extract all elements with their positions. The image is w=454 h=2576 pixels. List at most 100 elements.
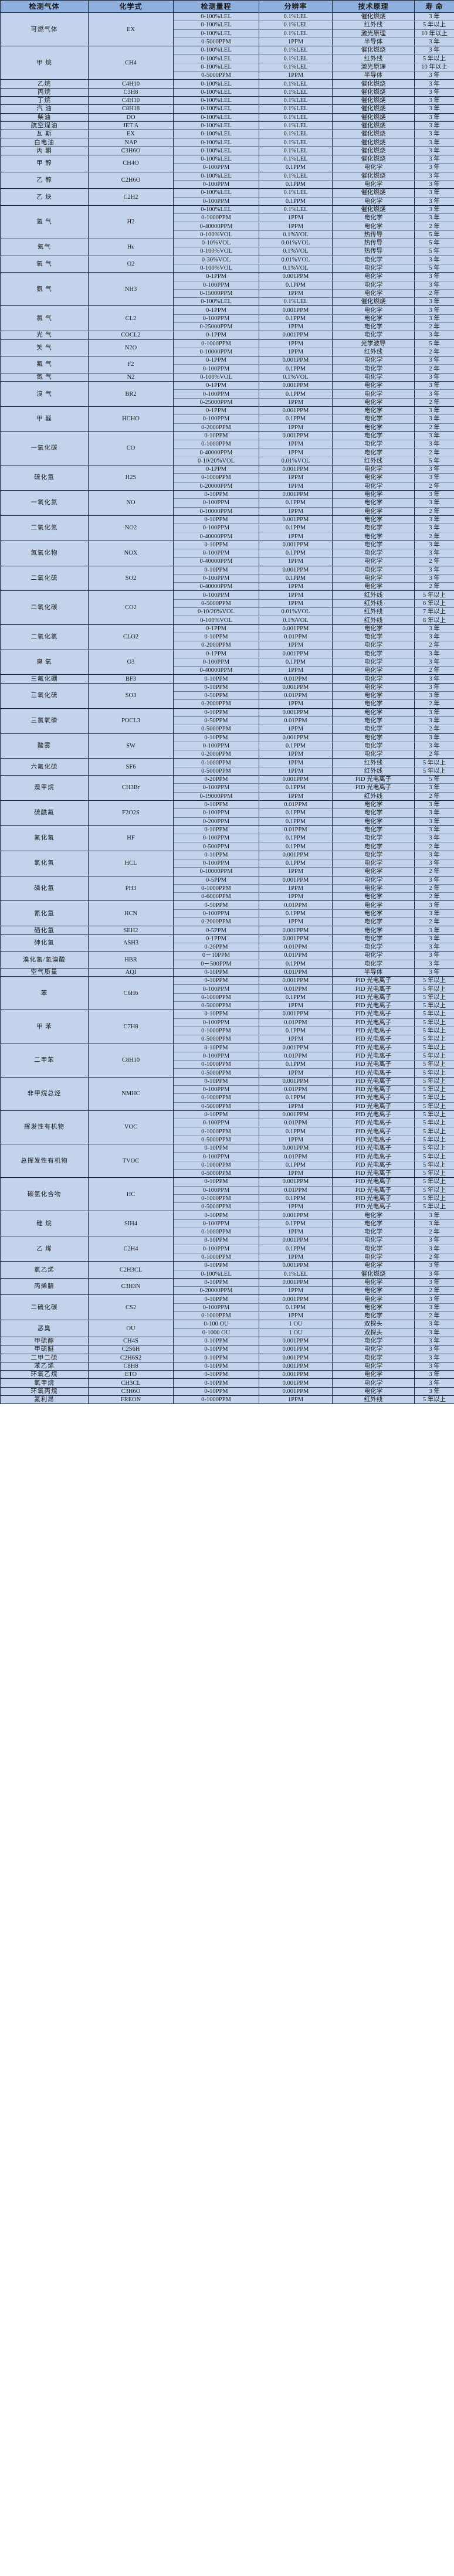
cell-life: 2 年 (414, 222, 454, 231)
cell-life: 3 年 (414, 548, 454, 558)
table-row: 0-40000PPM 1PPM 电化学 2 年 (1, 666, 454, 675)
cell-life: 2 年 (414, 725, 454, 734)
cell-detection-range: 0-1000 OU (173, 1328, 259, 1337)
cell-technology: 电化学 (332, 649, 415, 658)
cell-technology: 电化学 (332, 624, 415, 633)
cell-detection-range: 0-10PPM (173, 708, 259, 717)
cell-gas-name: 砷化氢 (0, 934, 89, 952)
cell-detection-range: 0-500PPM (173, 842, 259, 851)
cell-technology: 电化学 (332, 708, 415, 717)
cell-resolution: 0.001PPM (259, 708, 333, 717)
cell-technology: 电化学 (332, 565, 415, 575)
cell-resolution: 0.1PPM (259, 842, 333, 851)
cell-life: 3 年 (414, 1353, 454, 1362)
cell-resolution: 0.1%LEL (259, 297, 333, 307)
cell-resolution: 1PPM (259, 347, 333, 357)
cell-detection-range: 0-10PPM (173, 1345, 259, 1354)
cell-detection-range: 0-1PPM (173, 465, 259, 474)
cell-chemical-formula: C2H6S2 (88, 1353, 174, 1362)
cell-life: 2 年 (414, 842, 454, 851)
cell-resolution: 1PPM (259, 867, 333, 876)
cell-technology: 电化学 (332, 473, 415, 482)
cell-gas-name: 氯化氢 (0, 850, 89, 876)
cell-detection-range: 0-2000PPM (173, 699, 259, 709)
cell-technology: 电化学 (332, 356, 415, 365)
cell-resolution: 0.01PPM (259, 1152, 333, 1161)
cell-detection-range: 0-40000PPM (173, 532, 259, 541)
cell-life: 2 年 (414, 481, 454, 491)
cell-detection-range: 0-10000PPM (173, 867, 259, 876)
cell-detection-range: 0-40000PPM (173, 582, 259, 592)
cell-life: 5 年以上 (414, 590, 454, 600)
table-row: 一氧化氮 NO 0-10PPM 0.001PPM 电化学 3 年 (0, 490, 454, 516)
cell-chemical-formula: CH3CL (88, 1378, 174, 1388)
cell-detection-range: 0-10PPM (173, 1378, 259, 1388)
cell-detection-range: 0-15000PPM (173, 288, 259, 298)
cell-life: 3 年 (414, 926, 454, 935)
table-row: 非甲烷总烃 NMHC 0-10PPM 0.001PPM PID 光电离子 5 年以上 (0, 1076, 454, 1111)
cell-technology: 热传导 (332, 247, 415, 256)
cell-gas-name: 苯乙烯 (0, 1361, 89, 1371)
table-row: 氟利昂 FREON 0-1000PPM 1PPM 红外线 5 年以上 (0, 1395, 454, 1405)
cell-gas-name: 溴 气 (0, 381, 89, 407)
cell-chemical-formula: C8H18 (88, 104, 174, 114)
table-row: 甲 醛 HCHO 0-1PPM 0.001PPM 电化学 3 年 (0, 406, 454, 432)
cell-resolution: 0.1%LEL (259, 104, 333, 114)
cell-life: 3 年 (414, 1328, 454, 1337)
cell-life: 3 年 (414, 858, 454, 868)
cell-technology: 电化学 (332, 481, 415, 491)
cell-resolution: 0.001PPM (259, 1261, 333, 1270)
cell-chemical-formula: ETO (88, 1370, 174, 1379)
cell-resolution: 1PPM (259, 758, 333, 767)
cell-gas-name: 三氧化硫 (0, 682, 89, 709)
cell-life: 3 年 (414, 657, 454, 667)
cell-chemical-formula: H2S (88, 465, 174, 491)
cell-technology: 电化学 (332, 875, 415, 885)
cell-chemical-formula: HF (88, 825, 174, 851)
cell-resolution: 1PPM (259, 1102, 333, 1111)
cell-resolution: 0.1PPM (259, 573, 333, 583)
cell-resolution: 0.1PPM (259, 389, 333, 399)
cell-chemical-formula: O3 (88, 649, 174, 675)
cell-chemical-formula: F2O2S (88, 800, 174, 826)
cell-technology: 催化燃烧 (332, 121, 415, 131)
cell-technology: 电化学 (332, 222, 415, 231)
table-row: 0-200PPM 0.1PPM 电化学 3 年 (1, 817, 454, 826)
cell-life: 3 年 (414, 305, 454, 315)
cell-detection-range: 0-100%LEL (173, 21, 259, 30)
cell-detection-range: 0-10PPM (173, 1294, 259, 1304)
cell-detection-range: 0-50PPM (173, 691, 259, 701)
cell-resolution: 1PPM (259, 699, 333, 709)
cell-technology: 电化学 (332, 1361, 415, 1371)
cell-technology: 电化学 (332, 942, 415, 952)
cell-life: 5 年以上 (414, 1194, 454, 1204)
cell-life: 3 年 (414, 372, 454, 382)
cell-chemical-formula: SIH4 (88, 1211, 174, 1237)
table-row: 碳氢化合物 HC 0-10PPM 0.001PPM PID 光电离子 5 年以上 (0, 1177, 454, 1212)
cell-resolution: 0.01%VOL (259, 255, 333, 264)
cell-resolution: 1PPM (259, 883, 333, 893)
table-row: 乙烷 C4H10 0-100%LEL 0.1%LEL 催化燃烧 3 年 (0, 79, 454, 89)
cell-life: 3 年 (414, 624, 454, 633)
cell-detection-range: 0-5000PPM (173, 1168, 259, 1178)
cell-resolution: 0.1PPM (259, 1093, 333, 1103)
cell-life: 3 年 (414, 255, 454, 264)
cell-chemical-formula: C8H8 (88, 1361, 174, 1371)
cell-technology: 电化学 (332, 741, 415, 751)
table-row: 二氧化硫 SO2 0-10PPM 0.001PPM 电化学 3 年 (0, 565, 454, 592)
cell-resolution: 0.1PPM (259, 909, 333, 919)
cell-life: 2 年 (414, 582, 454, 592)
cell-technology: 电化学 (332, 540, 415, 550)
cell-chemical-formula: NO (88, 490, 174, 516)
cell-resolution: 1PPM (259, 440, 333, 449)
cell-technology: 催化燃烧 (332, 104, 415, 114)
cell-resolution: 0.1%LEL (259, 130, 333, 139)
cell-technology: 电化学 (332, 834, 415, 843)
table-row: 0-5000PPM 1PPM 半导体 3 年 (1, 37, 454, 47)
cell-detection-range: 0-100PPM (173, 1303, 259, 1313)
cell-detection-range: 0-10%VOL (173, 239, 259, 248)
cell-chemical-formula: NH3 (88, 272, 174, 307)
cell-life: 3 年 (414, 1294, 454, 1304)
table-row: 甲 醇 CH4O 0-100%LEL 0.1%LEL 催化燃烧 3 年 (0, 155, 454, 172)
cell-resolution: 0.1%LEL (259, 155, 333, 164)
